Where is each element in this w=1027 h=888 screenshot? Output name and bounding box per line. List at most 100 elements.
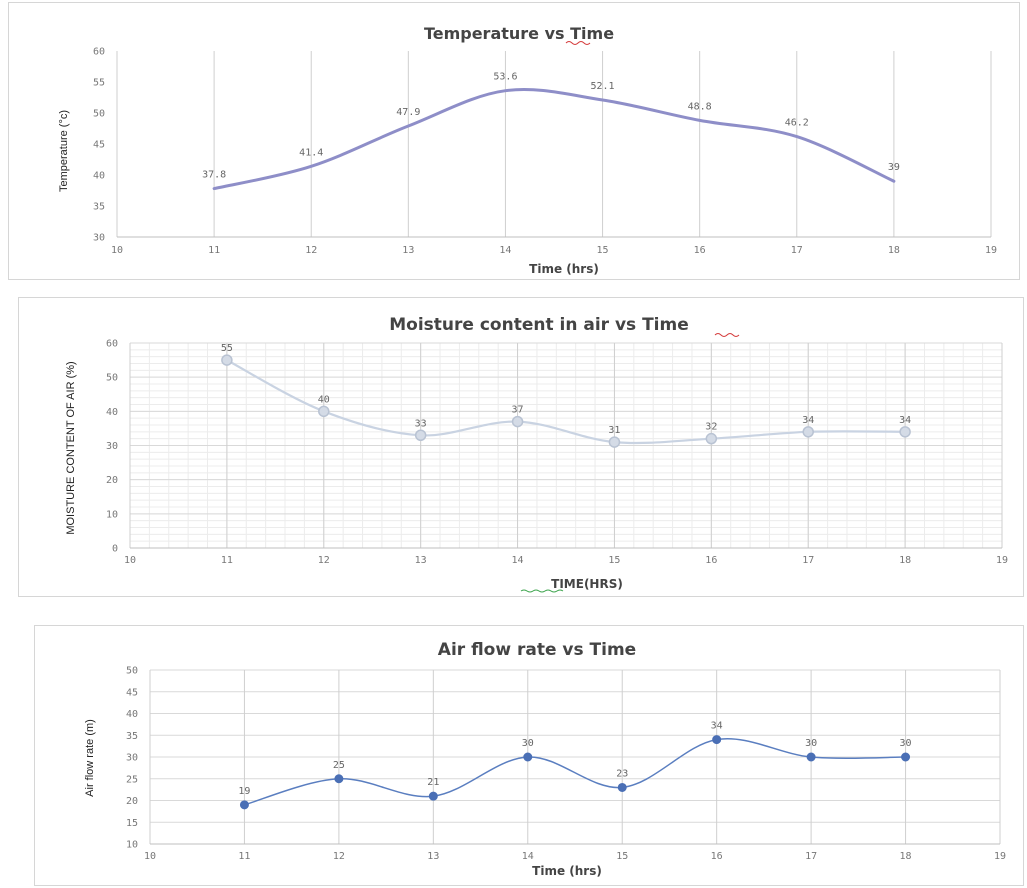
x-tick-label: 16 xyxy=(694,245,706,256)
temperature-chart-panel: Temperature vs Time Time (hrs) Temperatu… xyxy=(8,2,1020,280)
data-label: 34 xyxy=(802,415,814,426)
x-tick-label: 11 xyxy=(208,245,220,256)
data-labels: 37.8 41.4 47.9 53.6 52.1 48.8 46.2 39 xyxy=(202,72,900,181)
data-point xyxy=(608,436,621,448)
data-label: 25 xyxy=(333,760,345,771)
y-tick-label: 20 xyxy=(106,475,118,486)
y-tick-label: 15 xyxy=(126,818,138,829)
y-tick-label: 40 xyxy=(126,709,138,720)
data-point xyxy=(334,774,344,784)
chart-title: Air flow rate vs Time xyxy=(438,640,636,660)
data-label: 47.9 xyxy=(396,107,420,118)
y-tick-label: 40 xyxy=(106,407,118,418)
chart-title: Temperature vs Time xyxy=(424,24,614,43)
x-tick-label: 11 xyxy=(221,555,233,566)
data-label: 31 xyxy=(608,425,620,436)
x-tick-label: 16 xyxy=(711,851,723,862)
grammar-underline xyxy=(520,589,564,593)
tick-labels: 10 11 12 13 14 15 16 17 18 19 10 15 20 25 30 35 40 45 50 xyxy=(126,666,1006,863)
data-point xyxy=(523,752,533,762)
data-label: 30 xyxy=(522,738,534,749)
data-labels: 55 40 33 37 31 32 34 34 xyxy=(221,343,911,436)
data-label: 46.2 xyxy=(785,118,809,129)
y-tick-label: 45 xyxy=(93,140,105,151)
data-label: 37.8 xyxy=(202,170,226,181)
spellcheck-underline xyxy=(565,41,591,45)
x-tick-label: 13 xyxy=(402,245,414,256)
grid-lines xyxy=(149,669,1001,845)
x-tick-label: 15 xyxy=(597,245,609,256)
data-label: 40 xyxy=(318,394,330,405)
data-point xyxy=(899,426,911,438)
series-line xyxy=(243,738,907,806)
chart-title: Moisture content in air vs Time xyxy=(389,315,689,335)
data-point xyxy=(901,752,911,762)
data-point xyxy=(428,791,438,801)
data-label: 30 xyxy=(900,738,912,749)
data-point xyxy=(802,426,814,438)
y-tick-label: 30 xyxy=(93,233,105,244)
data-label: 21 xyxy=(427,777,439,788)
x-tick-label: 12 xyxy=(333,851,345,862)
data-label: 37 xyxy=(512,405,524,416)
x-tick-label: 15 xyxy=(616,851,628,862)
x-tick-label: 10 xyxy=(111,245,123,256)
y-tick-label: 35 xyxy=(126,731,138,742)
y-tick-label: 50 xyxy=(93,109,105,120)
data-label: 39 xyxy=(888,162,900,173)
series xyxy=(221,354,911,448)
y-tick-label: 50 xyxy=(126,666,138,677)
temperature-chart: Temperature vs Time Time (hrs) Temperatu… xyxy=(58,24,997,276)
data-label: 19 xyxy=(238,786,250,797)
data-point xyxy=(414,429,427,441)
data-point xyxy=(511,415,524,428)
data-point xyxy=(617,782,627,792)
y-tick-label: 45 xyxy=(126,687,138,698)
y-tick-label: 50 xyxy=(106,373,118,384)
x-tick-label: 14 xyxy=(499,245,511,256)
x-tick-label: 12 xyxy=(305,245,317,256)
tick-labels: 10 11 12 13 14 15 16 17 18 19 0 10 20 30 40 50 60 xyxy=(106,339,1008,567)
y-axis-title: Air flow rate (m) xyxy=(84,719,96,797)
airflow-chart-panel: Air flow rate vs Time Time (hrs) Air flo… xyxy=(34,625,1024,886)
airflow-chart: Air flow rate vs Time Time (hrs) Air flo… xyxy=(84,640,1006,878)
y-axis-title: MOISTURE CONTENT OF AIR (%) xyxy=(65,361,77,534)
x-tick-label: 17 xyxy=(791,245,803,256)
series xyxy=(212,87,896,191)
y-tick-label: 60 xyxy=(106,339,118,350)
x-tick-label: 15 xyxy=(608,555,620,566)
data-label: 32 xyxy=(705,422,717,433)
y-axis-title: Temperature (°c) xyxy=(58,110,70,192)
tick-labels: 10 11 12 13 14 15 16 17 18 19 30 35 40 45 50 55 60 xyxy=(93,47,997,257)
y-tick-label: 0 xyxy=(112,544,118,555)
series xyxy=(239,735,911,810)
series-line xyxy=(225,359,907,445)
title-vs-word: vs xyxy=(545,24,565,43)
data-point xyxy=(221,354,233,366)
grid-lines xyxy=(129,342,1003,549)
x-tick-label: 10 xyxy=(124,555,136,566)
grid-lines xyxy=(116,51,992,238)
moisture-chart-panel: Moisture content in air vs Time TIME(HRS… xyxy=(18,297,1024,597)
data-label: 33 xyxy=(415,418,427,429)
moisture-chart: Moisture content in air vs Time TIME(HRS… xyxy=(65,315,1008,593)
x-tick-label: 12 xyxy=(318,555,330,566)
x-tick-label: 16 xyxy=(705,555,717,566)
x-tick-label: 18 xyxy=(900,851,912,862)
data-label: 53.6 xyxy=(493,72,517,83)
x-tick-label: 19 xyxy=(985,245,997,256)
x-tick-label: 17 xyxy=(805,851,817,862)
y-tick-label: 30 xyxy=(126,753,138,764)
data-label: 23 xyxy=(616,768,628,779)
x-tick-label: 18 xyxy=(888,245,900,256)
x-tick-label: 17 xyxy=(802,555,814,566)
x-axis-title: TIME(HRS) xyxy=(551,577,623,591)
x-tick-label: 14 xyxy=(522,851,534,862)
x-tick-label: 11 xyxy=(238,851,250,862)
data-point xyxy=(705,432,718,445)
data-label: 52.1 xyxy=(591,81,615,92)
data-label: 55 xyxy=(221,343,233,354)
data-point xyxy=(239,800,249,810)
spellcheck-underline xyxy=(714,333,740,337)
y-tick-label: 55 xyxy=(93,78,105,89)
